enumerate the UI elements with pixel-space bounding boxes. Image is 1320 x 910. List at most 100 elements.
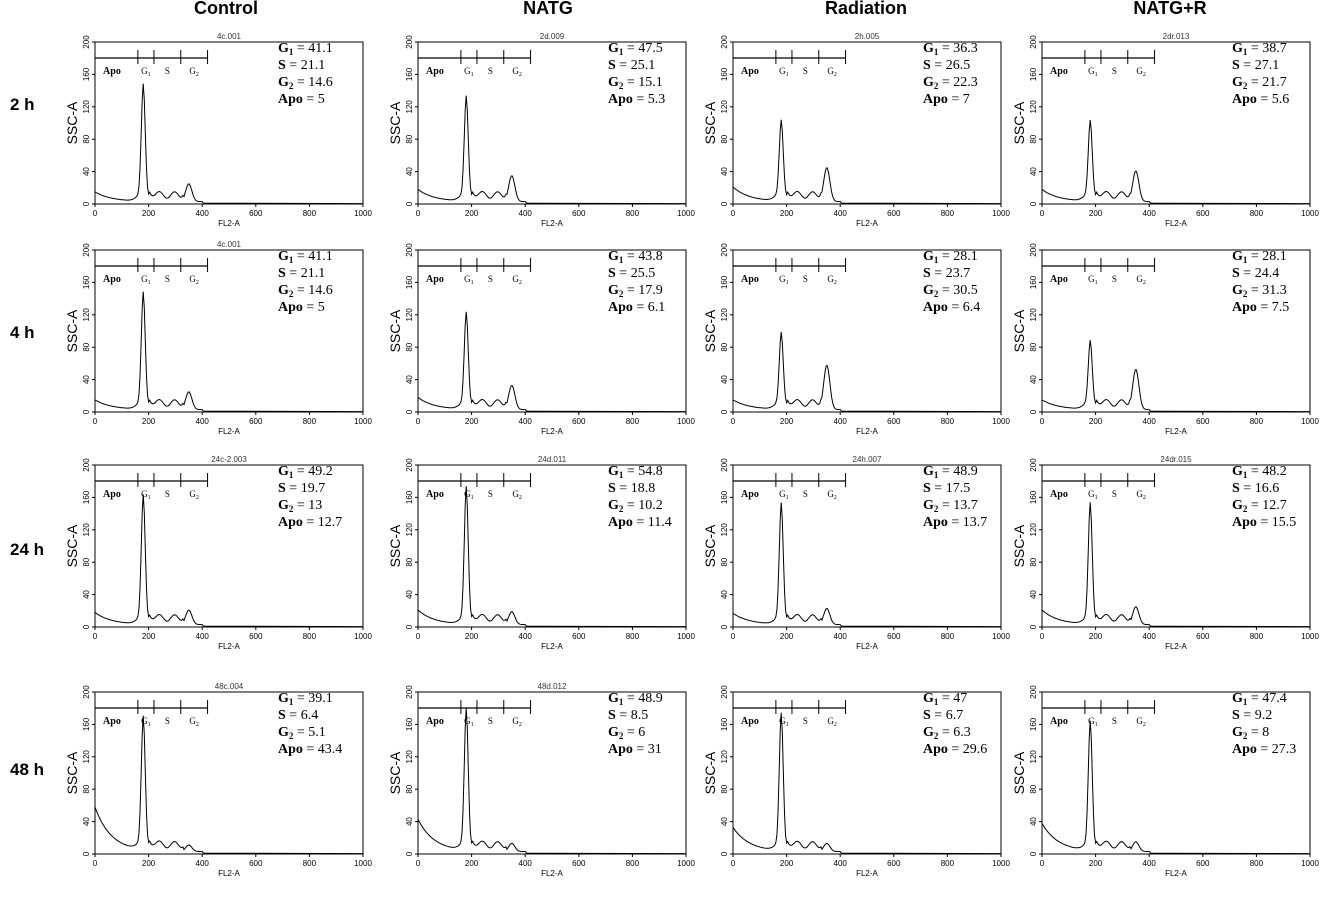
x-tick-label: 600 bbox=[1196, 859, 1210, 868]
y-tick-label: 160 bbox=[720, 490, 729, 504]
stat-line: Apo = 43.4 bbox=[278, 742, 342, 757]
y-tick-label: 200 bbox=[720, 685, 729, 699]
x-tick-label: 200 bbox=[780, 209, 794, 218]
y-tick-label: 40 bbox=[1029, 590, 1038, 599]
column-header: NATG bbox=[523, 0, 573, 18]
x-axis-label: FL2-A bbox=[856, 427, 878, 436]
gate-label: Apo bbox=[741, 489, 759, 500]
gate-label: G1 bbox=[779, 66, 789, 78]
x-tick-label: 0 bbox=[416, 417, 421, 426]
y-tick-label: 120 bbox=[82, 308, 91, 322]
y-tick-label: 80 bbox=[405, 134, 414, 143]
histogram-panel: 24c-2.003 0 200 400 600 800 1000 0 40 80 120 160 200… bbox=[64, 455, 372, 651]
plot-frame bbox=[732, 464, 1002, 628]
x-tick-label: 400 bbox=[834, 209, 848, 218]
x-tick-label: 200 bbox=[465, 209, 479, 218]
stat-line: Apo = 15.5 bbox=[1232, 515, 1296, 530]
stat-line: Apo = 13.7 bbox=[923, 515, 987, 530]
gate-label: S bbox=[165, 716, 170, 726]
gate-label: S bbox=[803, 716, 808, 726]
x-tick-label: 0 bbox=[1040, 632, 1045, 641]
plot-frame bbox=[1041, 464, 1311, 628]
histogram-panel: 24dr.015 0 200 400 600 800 1000 0 40 80 120 160 200 F… bbox=[1011, 455, 1319, 651]
x-axis-label: FL2-A bbox=[1165, 427, 1187, 436]
x-axis-label: FL2-A bbox=[541, 642, 563, 651]
histogram-panel: 24h.007 0 200 400 600 800 1000 0 40 80 120 160 200 FL… bbox=[702, 455, 1010, 651]
x-axis-label: FL2-A bbox=[541, 219, 563, 228]
plot-frame bbox=[417, 249, 687, 413]
gate-label: G2 bbox=[1136, 716, 1146, 728]
x-tick-label: 1000 bbox=[992, 417, 1010, 426]
stat-line: G2 = 14.6 bbox=[278, 283, 333, 299]
histogram-panel: 24d.011 0 200 400 600 800 1000 0 40 80 120 160 200 FL… bbox=[387, 455, 695, 651]
x-tick-label: 400 bbox=[1143, 209, 1157, 218]
gate-label: G1 bbox=[464, 274, 474, 286]
stat-line: S = 27.1 bbox=[1232, 58, 1279, 73]
x-tick-label: 1000 bbox=[1301, 632, 1319, 641]
y-tick-label: 120 bbox=[405, 100, 414, 114]
y-tick-label: 120 bbox=[1029, 308, 1038, 322]
y-tick-label: 40 bbox=[720, 590, 729, 599]
file-name: 24d.011 bbox=[538, 455, 567, 464]
y-tick-label: 160 bbox=[720, 67, 729, 81]
y-tick-label: 80 bbox=[720, 342, 729, 351]
y-tick-label: 40 bbox=[1029, 817, 1038, 826]
x-tick-label: 400 bbox=[196, 417, 210, 426]
histogram-line bbox=[1041, 340, 1311, 413]
x-tick-label: 600 bbox=[887, 859, 901, 868]
x-tick-label: 400 bbox=[1143, 417, 1157, 426]
stat-line: Apo = 6.1 bbox=[608, 300, 665, 315]
gate-label: S bbox=[165, 274, 170, 284]
stat-line: G2 = 13.7 bbox=[923, 498, 978, 514]
y-tick-label: 120 bbox=[1029, 100, 1038, 114]
y-tick-label: 200 bbox=[720, 35, 729, 49]
histogram-panel: 2dr.013 0 200 400 600 800 1000 0 40 80 120 160 200 FL… bbox=[1011, 32, 1319, 228]
y-tick-label: 80 bbox=[720, 784, 729, 793]
y-axis-label: SSC-A bbox=[387, 751, 403, 794]
x-tick-label: 800 bbox=[303, 417, 317, 426]
x-tick-label: 400 bbox=[834, 859, 848, 868]
column-header: Radiation bbox=[825, 0, 907, 18]
y-tick-label: 160 bbox=[82, 275, 91, 289]
histogram-panel: 2d.009 0 200 400 600 800 1000 0 40 80 120 160 200 FL2… bbox=[387, 32, 695, 228]
gate-label: Apo bbox=[741, 274, 759, 285]
stat-line: Apo = 5 bbox=[278, 300, 325, 315]
x-tick-label: 200 bbox=[142, 209, 156, 218]
plot-frame bbox=[417, 41, 687, 205]
x-tick-label: 400 bbox=[519, 632, 533, 641]
row-label: 2 h bbox=[10, 95, 35, 114]
x-tick-label: 200 bbox=[142, 859, 156, 868]
gate-label: Apo bbox=[1050, 716, 1068, 727]
stat-line: S = 19.7 bbox=[278, 481, 325, 496]
stat-line: Apo = 7.5 bbox=[1232, 300, 1289, 315]
y-tick-label: 0 bbox=[82, 851, 91, 856]
stat-line: S = 24.4 bbox=[1232, 266, 1279, 281]
gate-label: Apo bbox=[426, 716, 444, 727]
y-axis-label: SSC-A bbox=[64, 309, 80, 352]
gate-label: G2 bbox=[189, 489, 199, 501]
x-tick-label: 600 bbox=[1196, 209, 1210, 218]
y-tick-label: 120 bbox=[720, 100, 729, 114]
stat-line: G2 = 5.1 bbox=[278, 725, 326, 741]
histogram-panel: 0 200 400 600 800 1000 0 40 80 120 160 200 FL2-A SSC-… bbox=[702, 243, 1010, 436]
y-tick-label: 40 bbox=[405, 590, 414, 599]
file-name: 2dr.013 bbox=[1163, 32, 1190, 41]
x-tick-label: 400 bbox=[519, 209, 533, 218]
gate-label: S bbox=[165, 66, 170, 76]
y-tick-label: 160 bbox=[82, 490, 91, 504]
y-tick-label: 80 bbox=[82, 134, 91, 143]
y-tick-label: 120 bbox=[405, 750, 414, 764]
y-tick-label: 160 bbox=[1029, 717, 1038, 731]
y-tick-label: 160 bbox=[1029, 490, 1038, 504]
x-tick-label: 800 bbox=[626, 417, 640, 426]
x-tick-label: 0 bbox=[416, 209, 421, 218]
y-tick-label: 40 bbox=[405, 817, 414, 826]
x-tick-label: 1000 bbox=[1301, 209, 1319, 218]
y-axis-label: SSC-A bbox=[64, 101, 80, 144]
x-tick-label: 0 bbox=[1040, 209, 1045, 218]
plot-frame bbox=[94, 41, 364, 205]
gate-label: G2 bbox=[512, 274, 522, 286]
x-tick-label: 600 bbox=[572, 632, 586, 641]
gate-label: G2 bbox=[512, 489, 522, 501]
x-tick-label: 800 bbox=[1250, 209, 1264, 218]
